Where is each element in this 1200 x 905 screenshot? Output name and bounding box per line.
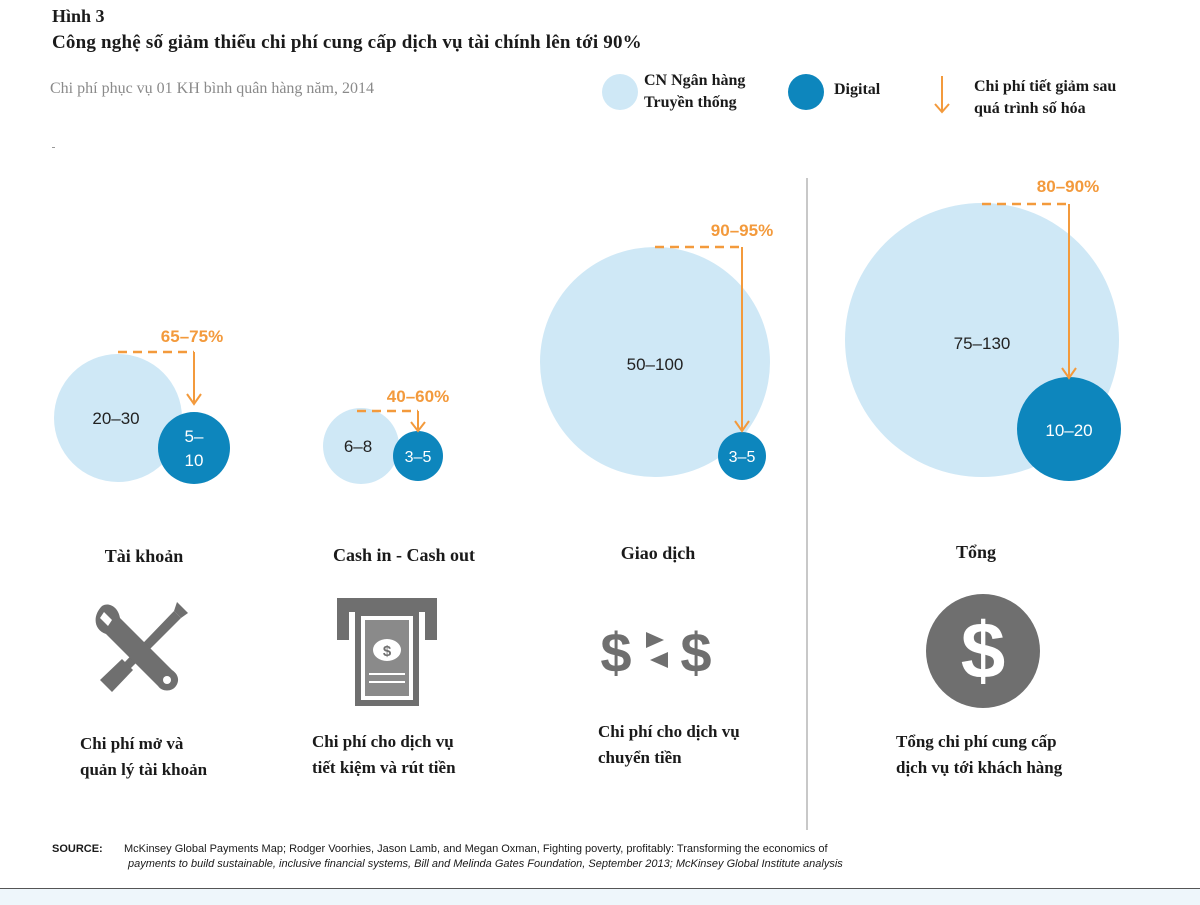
wrench-screwdriver-icon xyxy=(95,602,188,692)
legend-traditional-label: CN Ngân hàng Truyền thống xyxy=(644,72,746,111)
reduction-arrowhead-tai-khoan xyxy=(186,393,202,406)
digital-label-cash: 3–5 xyxy=(405,449,432,466)
reduction-label-tong: 80–90% xyxy=(1037,177,1099,196)
bubble-chart: 20–30 5– 10 65–75% 6–8 3–5 40–60% 50–100… xyxy=(54,177,1121,484)
svg-text:$: $ xyxy=(383,643,392,660)
atm-cash-icon: $ xyxy=(337,598,437,706)
desc-cash: Chi phí cho dịch vụ tiết kiệm và rút tiề… xyxy=(312,732,456,777)
dollar-coin-icon: $ xyxy=(926,594,1040,708)
digital-label-tai-khoan-line2: 10 xyxy=(185,451,204,470)
legend-traditional-swatch xyxy=(602,74,638,110)
traditional-label-giao-dich: 50–100 xyxy=(627,355,684,374)
reduction-arrowhead-tong xyxy=(1061,367,1077,380)
chart-title: Công nghệ số giảm thiểu chi phí cung cấp… xyxy=(52,32,642,53)
digital-label-tong: 10–20 xyxy=(1045,421,1092,440)
svg-text:$: $ xyxy=(961,606,1006,695)
chart-subtitle: Chi phí phục vụ 01 KH bình quân hàng năm… xyxy=(50,80,374,97)
legend-traditional-circle xyxy=(602,74,638,110)
reduction-arrowhead-giao-dich xyxy=(734,420,750,433)
group-giao-dich: 50–100 3–5 90–95% xyxy=(540,221,773,480)
category-label-cash: Cash in - Cash out xyxy=(332,545,476,565)
source-line2: payments to build sustainable, inclusive… xyxy=(128,858,843,870)
legend-reduction-arrow-icon xyxy=(934,76,950,114)
digital-label-tai-khoan-line1: 5– xyxy=(185,427,204,446)
group-cash-in-out: 6–8 3–5 40–60% xyxy=(323,387,449,484)
dollar-exchange-icon: $ $ xyxy=(600,621,711,682)
section-divider xyxy=(806,178,808,830)
arrow-left-glyph xyxy=(650,652,668,668)
dollar-glyph-left: $ xyxy=(600,621,631,682)
dollar-glyph-right: $ xyxy=(680,621,711,682)
traditional-label-tong: 75–130 xyxy=(954,334,1011,353)
digital-bubble-tong xyxy=(1017,377,1121,481)
arrow-right-glyph xyxy=(646,632,664,648)
legend-digital-circle xyxy=(788,74,824,110)
category-label-tong: Tổng xyxy=(955,542,997,562)
traditional-label-tai-khoan: 20–30 xyxy=(92,409,139,428)
reduction-label-tai-khoan: 65–75% xyxy=(161,327,223,346)
bottom-bar xyxy=(0,888,1200,905)
group-tai-khoan: 20–30 5– 10 65–75% xyxy=(54,327,230,484)
reduction-arrowhead-cash xyxy=(410,421,426,433)
figure-label: Hình 3 xyxy=(52,6,105,26)
source-label: SOURCE: xyxy=(52,843,103,855)
traditional-label-cash: 6–8 xyxy=(344,437,372,456)
legend-digital-swatch xyxy=(788,74,824,110)
group-tong: 75–130 10–20 80–90% xyxy=(845,177,1121,481)
digital-label-giao-dich: 3–5 xyxy=(729,449,756,466)
digital-bubble-giao-dich xyxy=(718,432,766,480)
digital-bubble-cash xyxy=(393,431,443,481)
traditional-bubble-cash xyxy=(323,408,399,484)
small-dot xyxy=(52,147,55,148)
desc-giao-dich: Chi phí cho dịch vụ chuyển tiền xyxy=(598,722,740,767)
source-note: SOURCE: McKinsey Global Payments Map; Rod… xyxy=(52,842,1152,872)
traditional-bubble-tai-khoan xyxy=(54,354,182,482)
desc-tai-khoan: Chi phí mở và quản lý tài khoản xyxy=(80,734,208,779)
source-line1: McKinsey Global Payments Map; Rodger Voo… xyxy=(124,843,828,855)
reduction-label-cash: 40–60% xyxy=(387,387,449,406)
legend-reduction-label: Chi phí tiết giảm sau quá trình số hóa xyxy=(974,78,1117,117)
traditional-bubble-giao-dich xyxy=(540,247,770,477)
legend-digital-label: Digital xyxy=(834,81,881,98)
category-label-giao-dich: Giao dịch xyxy=(620,543,696,563)
reduction-label-giao-dich: 90–95% xyxy=(711,221,773,240)
digital-bubble-tai-khoan xyxy=(158,412,230,484)
category-label-tai-khoan: Tài khoản xyxy=(104,546,184,566)
desc-tong: Tổng chi phí cung cấp dịch vụ tới khách … xyxy=(896,732,1063,777)
legend: CN Ngân hàng Truyền thống Digital Chi ph… xyxy=(600,68,1180,128)
